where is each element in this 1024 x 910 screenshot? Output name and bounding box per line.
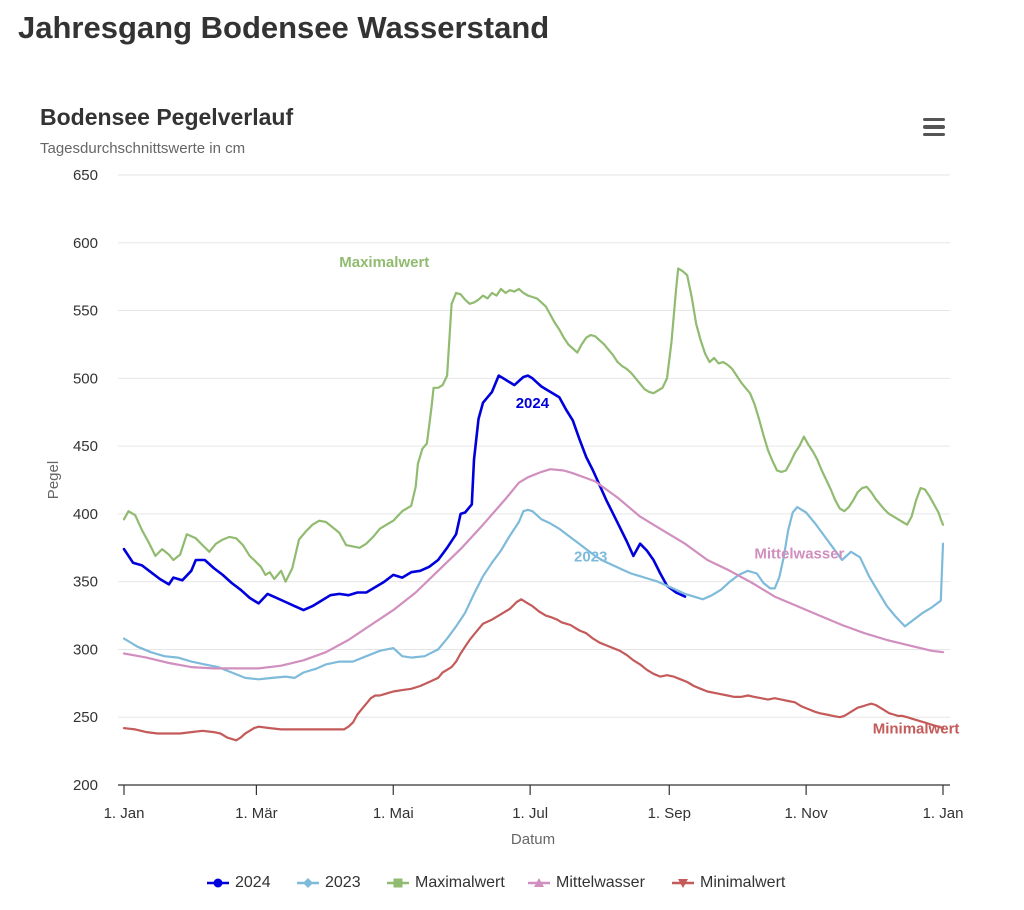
y-tick-label: 550	[73, 303, 98, 320]
x-tick-label: 1. Mai	[373, 805, 414, 822]
legend-label: Minimalwert	[700, 874, 786, 891]
page-title: Jahresgang Bodensee Wasserstand	[18, 10, 550, 45]
menu-bar	[923, 117, 945, 122]
legend-label: Mittelwasser	[556, 874, 645, 891]
legend-symbol-square-icon	[387, 878, 409, 888]
legend-symbol-diamond-icon	[297, 878, 319, 888]
y-axis-ticks: 200 250 300 350 400 450 500 550 600 650	[73, 167, 98, 794]
legend-item-2024[interactable]: 2024	[207, 872, 271, 894]
legend-item-minimalwert[interactable]: Minimalwert	[672, 872, 785, 894]
chart-menu-icon[interactable]	[918, 112, 950, 142]
y-tick-label: 400	[73, 506, 98, 523]
y-tick-label: 500	[73, 370, 98, 387]
y-tick-label: 200	[73, 777, 98, 794]
y-tick-label: 350	[73, 574, 98, 591]
legend-item-maximalwert[interactable]: Maximalwert	[387, 872, 505, 894]
x-axis-title: Datum	[511, 831, 555, 848]
series-label-mittelwasser: Mittelwasser	[754, 546, 844, 563]
grid-lines	[118, 174, 950, 718]
legend-symbol-triangle-down-icon	[672, 879, 694, 888]
legend-item-mittelwasser[interactable]: Mittelwasser	[528, 872, 645, 894]
series-label-maximalwert: Maximalwert	[339, 254, 429, 271]
legend-symbol-triangle-icon	[528, 878, 550, 887]
y-tick-label: 600	[73, 235, 98, 252]
series-lines	[122, 267, 945, 742]
y-tick-label: 300	[73, 641, 98, 658]
series-line-mittelwasser[interactable]	[122, 468, 945, 670]
legend-label: Maximalwert	[415, 874, 505, 891]
chart-title: Bodensee Pegelverlauf	[40, 104, 294, 130]
y-axis-title: Pegel	[45, 461, 62, 499]
x-tick-label: 1. Sep	[648, 805, 691, 822]
legend-label: 2023	[325, 874, 361, 891]
menu-bar	[923, 125, 945, 129]
y-tick-label: 650	[73, 167, 98, 184]
series-line-minimalwert[interactable]	[122, 598, 945, 742]
chart-legend: 2024 2023 Maximalwert Mittelwasser Minimalwe…	[0, 872, 1024, 894]
series-labels: 2024 2023 Maximalwert Mittelwasser Minimalwe…	[339, 254, 959, 737]
chart-subtitle: Tagesdurchschnittswerte in cm	[40, 140, 246, 157]
series-label-2024: 2024	[516, 395, 550, 412]
x-tick-label: 1. Jan	[923, 805, 964, 822]
series-line-2024[interactable]	[122, 374, 687, 612]
series-label-minimalwert: Minimalwert	[873, 720, 960, 737]
series-line-maximalwert[interactable]	[122, 267, 945, 583]
legend-symbol-circle-icon	[207, 878, 229, 888]
y-tick-label: 450	[73, 438, 98, 455]
y-tick-label: 250	[73, 709, 98, 726]
series-label-2023: 2023	[574, 548, 607, 565]
legend-item-2023[interactable]: 2023	[297, 872, 361, 894]
x-tick-label: 1. Nov	[784, 805, 828, 822]
menu-bar	[923, 132, 945, 137]
x-tick-label: 1. Mär	[235, 805, 278, 822]
series-line-2023[interactable]	[122, 506, 945, 681]
x-tick-label: 1. Jul	[512, 805, 548, 822]
x-axis: 1. Jan 1. Mär 1. Mai 1. Jul 1. Sep 1. Nov 1. J…	[104, 784, 964, 822]
x-tick-label: 1. Jan	[104, 805, 145, 822]
legend-label: 2024	[235, 874, 271, 891]
